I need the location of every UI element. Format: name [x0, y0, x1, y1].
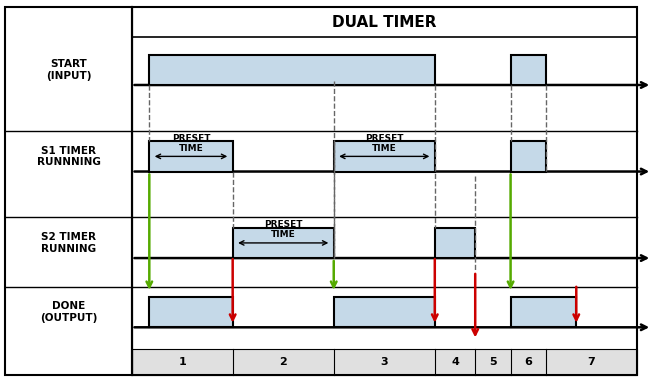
Bar: [435, 228, 475, 258]
Bar: [232, 228, 334, 258]
Bar: [511, 297, 576, 327]
Bar: [334, 141, 435, 172]
Text: 5: 5: [489, 357, 496, 367]
Text: 4: 4: [451, 357, 459, 367]
Text: DONE
(OUTPUT): DONE (OUTPUT): [40, 301, 97, 323]
Text: 3: 3: [381, 357, 388, 367]
Bar: [511, 141, 546, 172]
Text: 1: 1: [178, 357, 186, 367]
Text: S2 TIMER
RUNNING: S2 TIMER RUNNING: [41, 232, 96, 254]
Text: DUAL TIMER: DUAL TIMER: [332, 15, 437, 30]
Text: PRESET
TIME: PRESET TIME: [365, 134, 403, 153]
Bar: [334, 297, 435, 327]
Text: 6: 6: [525, 357, 532, 367]
Bar: [149, 55, 435, 85]
Text: PRESET
TIME: PRESET TIME: [172, 134, 210, 153]
Text: S1 TIMER
RUNNNING: S1 TIMER RUNNNING: [37, 146, 100, 167]
Text: 2: 2: [279, 357, 287, 367]
Bar: [5, 7, 131, 375]
Bar: [149, 297, 232, 327]
Bar: [149, 141, 232, 172]
Bar: [131, 7, 637, 375]
Text: 7: 7: [588, 357, 596, 367]
Text: PRESET
TIME: PRESET TIME: [264, 220, 302, 240]
Bar: [131, 349, 637, 375]
Text: START
(INPUT): START (INPUT): [46, 59, 91, 81]
Bar: [511, 55, 546, 85]
